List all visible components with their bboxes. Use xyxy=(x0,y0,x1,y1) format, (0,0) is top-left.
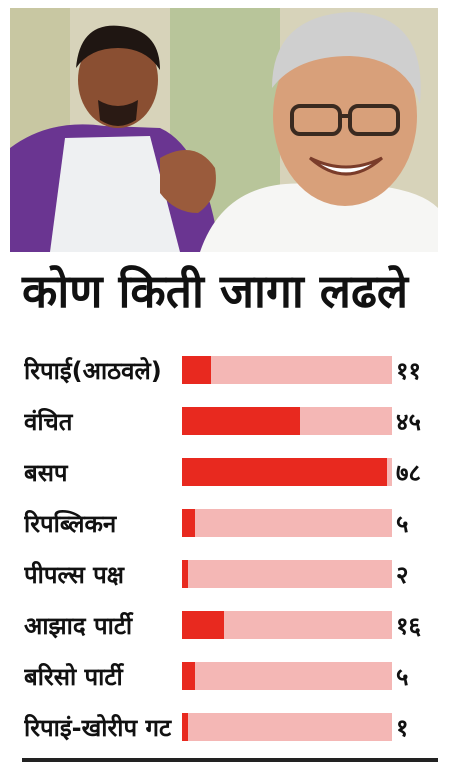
bar-track xyxy=(182,407,392,435)
bar-row: बरिसो पार्टी ५ xyxy=(16,652,442,702)
chart-title: कोण किती जागा लढले xyxy=(22,264,409,318)
bar-row: वंचित ४५ xyxy=(16,397,442,447)
bar-row: रिपब्लिकन ५ xyxy=(16,499,442,549)
bar xyxy=(182,662,196,690)
category-label: पीपल्स पक्ष xyxy=(24,561,125,589)
bar xyxy=(182,560,188,588)
photo-illustration xyxy=(10,8,438,252)
bar-track xyxy=(182,611,392,639)
politicians-photo xyxy=(10,8,438,252)
bottom-divider xyxy=(22,758,438,762)
category-label: बसप xyxy=(24,459,68,487)
bar-row: बसप ७८ xyxy=(16,448,442,498)
bar-track xyxy=(182,356,392,384)
value-label: १ xyxy=(396,714,409,742)
value-label: १६ xyxy=(396,612,421,640)
bar xyxy=(182,713,188,741)
bar-track xyxy=(182,560,392,588)
category-label: वंचित xyxy=(24,408,73,436)
bar-track xyxy=(182,509,392,537)
bar xyxy=(182,611,224,639)
category-label: रिपब्लिकन xyxy=(24,510,117,538)
value-label: ७८ xyxy=(396,459,421,487)
value-label: ४५ xyxy=(396,408,421,436)
bar-row: पीपल्स पक्ष २ xyxy=(16,550,442,600)
value-label: ११ xyxy=(396,357,421,385)
category-label: आझाद पार्टी xyxy=(24,612,133,640)
bar-row: आझाद पार्टी १६ xyxy=(16,601,442,651)
bar xyxy=(182,407,301,435)
bar-track xyxy=(182,713,392,741)
bar xyxy=(182,356,211,384)
bar xyxy=(182,509,196,537)
category-label: बरिसो पार्टी xyxy=(24,663,123,691)
bar-row: रिपाइं-खोरीप गट १ xyxy=(16,703,442,753)
bar-track xyxy=(182,458,392,486)
category-label: रिपाइं-खोरीप गट xyxy=(24,714,172,742)
value-label: ५ xyxy=(396,510,409,538)
value-label: ५ xyxy=(396,663,409,691)
bar xyxy=(182,458,387,486)
category-label: रिपाई(आठवले) xyxy=(24,357,162,385)
value-label: २ xyxy=(396,561,409,589)
bar-track xyxy=(182,662,392,690)
bar-row: रिपाई(आठवले) ११ xyxy=(16,346,442,396)
